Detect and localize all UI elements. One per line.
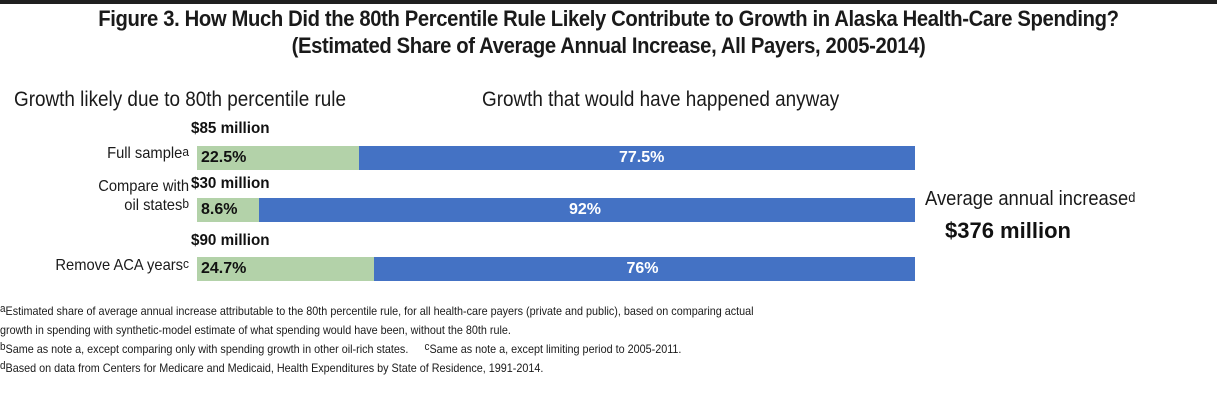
legend-rule: Growth likely due to 80th percentile rul… [14, 88, 346, 111]
bar-rule-segment [197, 146, 359, 170]
legend-anyway: Growth that would have happened anyway [482, 88, 840, 111]
footnote-d: dBased on data from Centers for Medicare… [0, 360, 544, 375]
chart-title: Figure 3. How Much Did the 80th Percenti… [98, 6, 1119, 31]
category-label: Full samplea [23, 144, 189, 163]
top-rule [0, 0, 1217, 4]
category-note-mark: a [182, 144, 189, 159]
category-label: Remove ACA yearsc [23, 256, 189, 275]
dollar-label: $85 million [191, 120, 270, 137]
bar-rule-label: 22.5% [201, 149, 247, 166]
category-label-text: Remove ACA years [55, 257, 184, 274]
dollar-label: $90 million [191, 232, 270, 249]
footnote-b-c: bSame as note a, except comparing only w… [0, 341, 682, 356]
category-label-line-wrap: oil statesb [23, 196, 189, 215]
footnote-a-cont: growth in spending with synthetic-model … [0, 323, 511, 337]
bar-anyway-label: 76% [626, 260, 659, 277]
total-value: $376 million [945, 218, 1071, 243]
category-label-line: Compare with [98, 178, 189, 195]
bar-anyway-segment [259, 198, 915, 222]
chart-subtitle: (Estimated Share of Average Annual Incre… [291, 33, 926, 58]
category-label-text: oil states [124, 197, 183, 214]
total-label: Average annual increased [925, 188, 1136, 210]
bar-rule-label: 8.6% [201, 201, 238, 218]
bar-row: 22.5% 77.5% [197, 146, 915, 170]
category-label-line-wrap: Full samplea [23, 144, 189, 163]
category-label-line-wrap: Remove ACA yearsc [23, 256, 189, 275]
bar-anyway-label: 77.5% [619, 149, 665, 166]
category-label: Compare with oil statesb [23, 177, 189, 215]
bar-row: 24.7% 76% [197, 257, 915, 281]
dollar-label: $30 million [191, 175, 270, 192]
bar-rule-segment [197, 198, 259, 222]
bar-row: 8.6% 92% [197, 198, 915, 222]
category-note-mark: b [182, 196, 189, 211]
category-note-mark: c [183, 256, 189, 271]
bar-anyway-label: 92% [569, 201, 602, 218]
category-label-text: Full sample [107, 145, 183, 162]
footnote-a: aEstimated share of average annual incre… [0, 303, 754, 318]
bar-rule-label: 24.7% [201, 260, 247, 277]
bar-anyway-segment [359, 146, 915, 170]
bar-anyway-segment [374, 257, 915, 281]
bar-rule-segment [197, 257, 374, 281]
